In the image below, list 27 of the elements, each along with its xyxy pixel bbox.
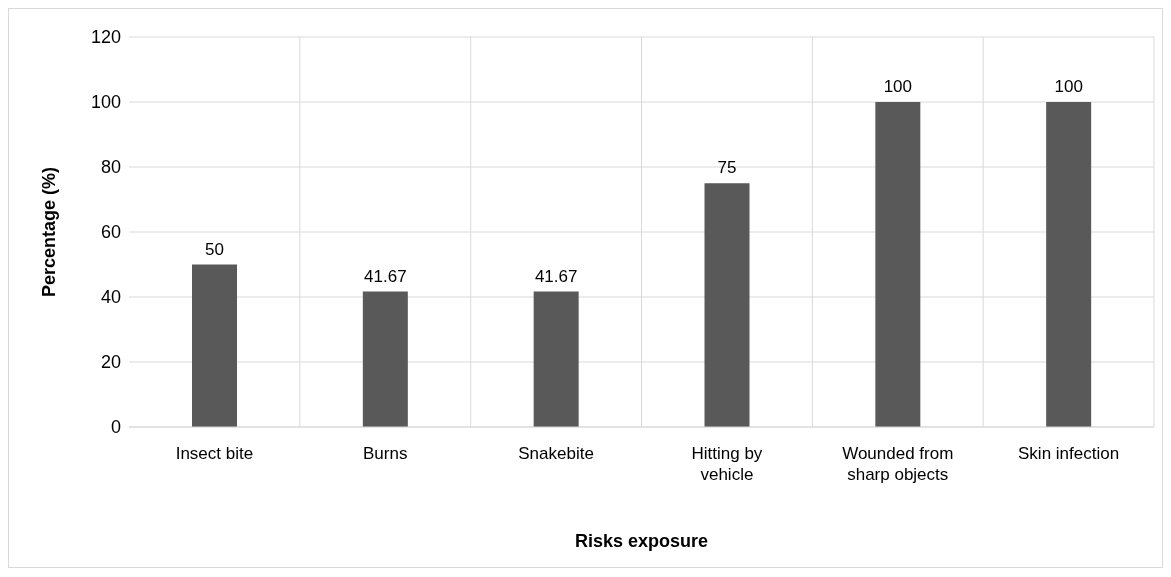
- x-tick-label: Insect bite: [175, 444, 254, 463]
- data-label: 100: [883, 77, 913, 96]
- x-tick-label: Skin infection: [1018, 444, 1120, 463]
- data-label: 41.67: [534, 266, 578, 286]
- data-label: 100: [1054, 77, 1083, 96]
- bar: [192, 264, 237, 427]
- bar: [875, 102, 921, 427]
- bar: [704, 183, 750, 427]
- bar: [1046, 102, 1092, 427]
- x-axis-title: Risks exposure: [574, 531, 709, 551]
- y-tick-label: 120: [90, 27, 121, 48]
- bar: [362, 291, 408, 427]
- data-label: 41.67: [364, 266, 407, 286]
- y-tick-label: 80: [100, 157, 121, 178]
- x-tick-label: Wounded from sharp objects: [842, 444, 954, 484]
- x-tick-label: Hitting by vehicle: [691, 444, 763, 484]
- y-tick-label: 20: [100, 352, 121, 373]
- y-tick-label: 60: [100, 222, 121, 243]
- data-label: 75: [717, 158, 737, 178]
- x-tick-label: Snakebite: [518, 444, 594, 463]
- data-label: 50: [205, 239, 224, 259]
- y-axis-title: Percentage (%): [39, 166, 60, 298]
- bar: [533, 291, 579, 427]
- y-tick-label: 40: [100, 287, 121, 308]
- y-tick-label: 100: [90, 92, 121, 113]
- y-tick-label: 0: [110, 417, 121, 438]
- x-tick-label: Burns: [363, 444, 408, 463]
